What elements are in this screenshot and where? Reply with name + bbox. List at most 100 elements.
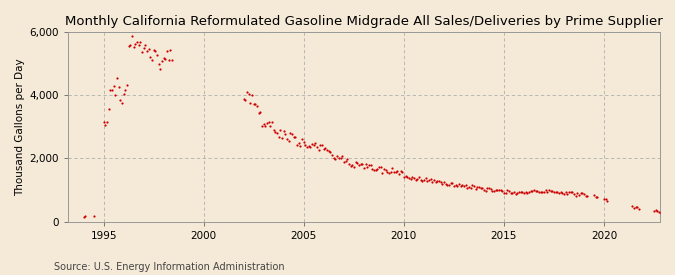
Point <box>489 189 500 193</box>
Point <box>348 165 359 169</box>
Point <box>550 190 561 194</box>
Point <box>354 163 364 167</box>
Point <box>578 191 589 196</box>
Point <box>410 178 421 182</box>
Point <box>153 62 164 66</box>
Point <box>377 170 387 175</box>
Point <box>128 45 139 49</box>
Point <box>470 186 481 191</box>
Point <box>416 178 427 183</box>
Point <box>397 169 408 174</box>
Point <box>370 168 381 172</box>
Point <box>327 153 338 158</box>
Point <box>477 186 487 191</box>
Point <box>136 50 147 54</box>
Point <box>340 159 351 164</box>
Point <box>272 131 283 135</box>
Point <box>458 184 469 189</box>
Point <box>108 83 119 88</box>
Point <box>118 92 129 96</box>
Point <box>577 191 588 195</box>
Point <box>88 214 99 218</box>
Point <box>464 185 475 189</box>
Point <box>259 122 269 127</box>
Point <box>99 120 109 125</box>
Point <box>238 97 249 101</box>
Point <box>142 49 153 53</box>
Point <box>280 131 291 136</box>
Point <box>493 188 504 192</box>
Point <box>394 172 404 176</box>
Point <box>445 181 456 186</box>
Point <box>363 163 374 167</box>
Point <box>265 124 276 128</box>
Point <box>78 215 89 219</box>
Point <box>345 163 356 168</box>
Point <box>570 193 581 198</box>
Point <box>440 182 451 186</box>
Point <box>300 142 311 147</box>
Point <box>252 104 263 108</box>
Point <box>369 168 379 173</box>
Point <box>468 184 479 188</box>
Point <box>319 146 329 151</box>
Point <box>653 210 664 214</box>
Point <box>432 179 443 183</box>
Point <box>285 131 296 135</box>
Point <box>589 192 599 197</box>
Point <box>437 182 448 186</box>
Point <box>111 76 122 80</box>
Point <box>304 144 315 148</box>
Point <box>447 181 458 185</box>
Point <box>313 147 324 152</box>
Point <box>292 143 302 147</box>
Point <box>332 153 343 158</box>
Point <box>253 111 264 115</box>
Point <box>422 179 433 183</box>
Point <box>245 101 256 105</box>
Point <box>330 157 341 161</box>
Point <box>420 176 431 180</box>
Point <box>312 144 323 149</box>
Point <box>317 143 327 148</box>
Point <box>115 97 126 102</box>
Point <box>530 189 541 193</box>
Point <box>497 189 508 193</box>
Point <box>124 44 134 48</box>
Point <box>389 170 400 174</box>
Point <box>308 142 319 147</box>
Point <box>557 191 568 195</box>
Point <box>155 67 166 71</box>
Point <box>250 101 261 106</box>
Point <box>267 120 277 124</box>
Point <box>373 165 384 169</box>
Point <box>490 188 501 192</box>
Point <box>599 197 610 202</box>
Point <box>483 186 494 191</box>
Point <box>135 40 146 44</box>
Point <box>517 190 528 194</box>
Point <box>383 170 394 175</box>
Point <box>533 190 544 195</box>
Point <box>273 135 284 139</box>
Point <box>387 166 398 170</box>
Point <box>297 137 308 141</box>
Point <box>545 189 556 193</box>
Point <box>323 148 334 153</box>
Point <box>362 164 373 169</box>
Point <box>525 189 536 193</box>
Point <box>167 58 178 63</box>
Point <box>423 177 434 182</box>
Point <box>457 182 468 187</box>
Point <box>398 175 409 179</box>
Point <box>290 135 301 140</box>
Point <box>547 189 558 193</box>
Point <box>284 139 294 144</box>
Point <box>412 177 423 182</box>
Point <box>634 207 645 211</box>
Point <box>148 48 159 52</box>
Point <box>515 189 526 194</box>
Point <box>518 191 529 195</box>
Point <box>120 88 131 93</box>
Point <box>527 189 538 193</box>
